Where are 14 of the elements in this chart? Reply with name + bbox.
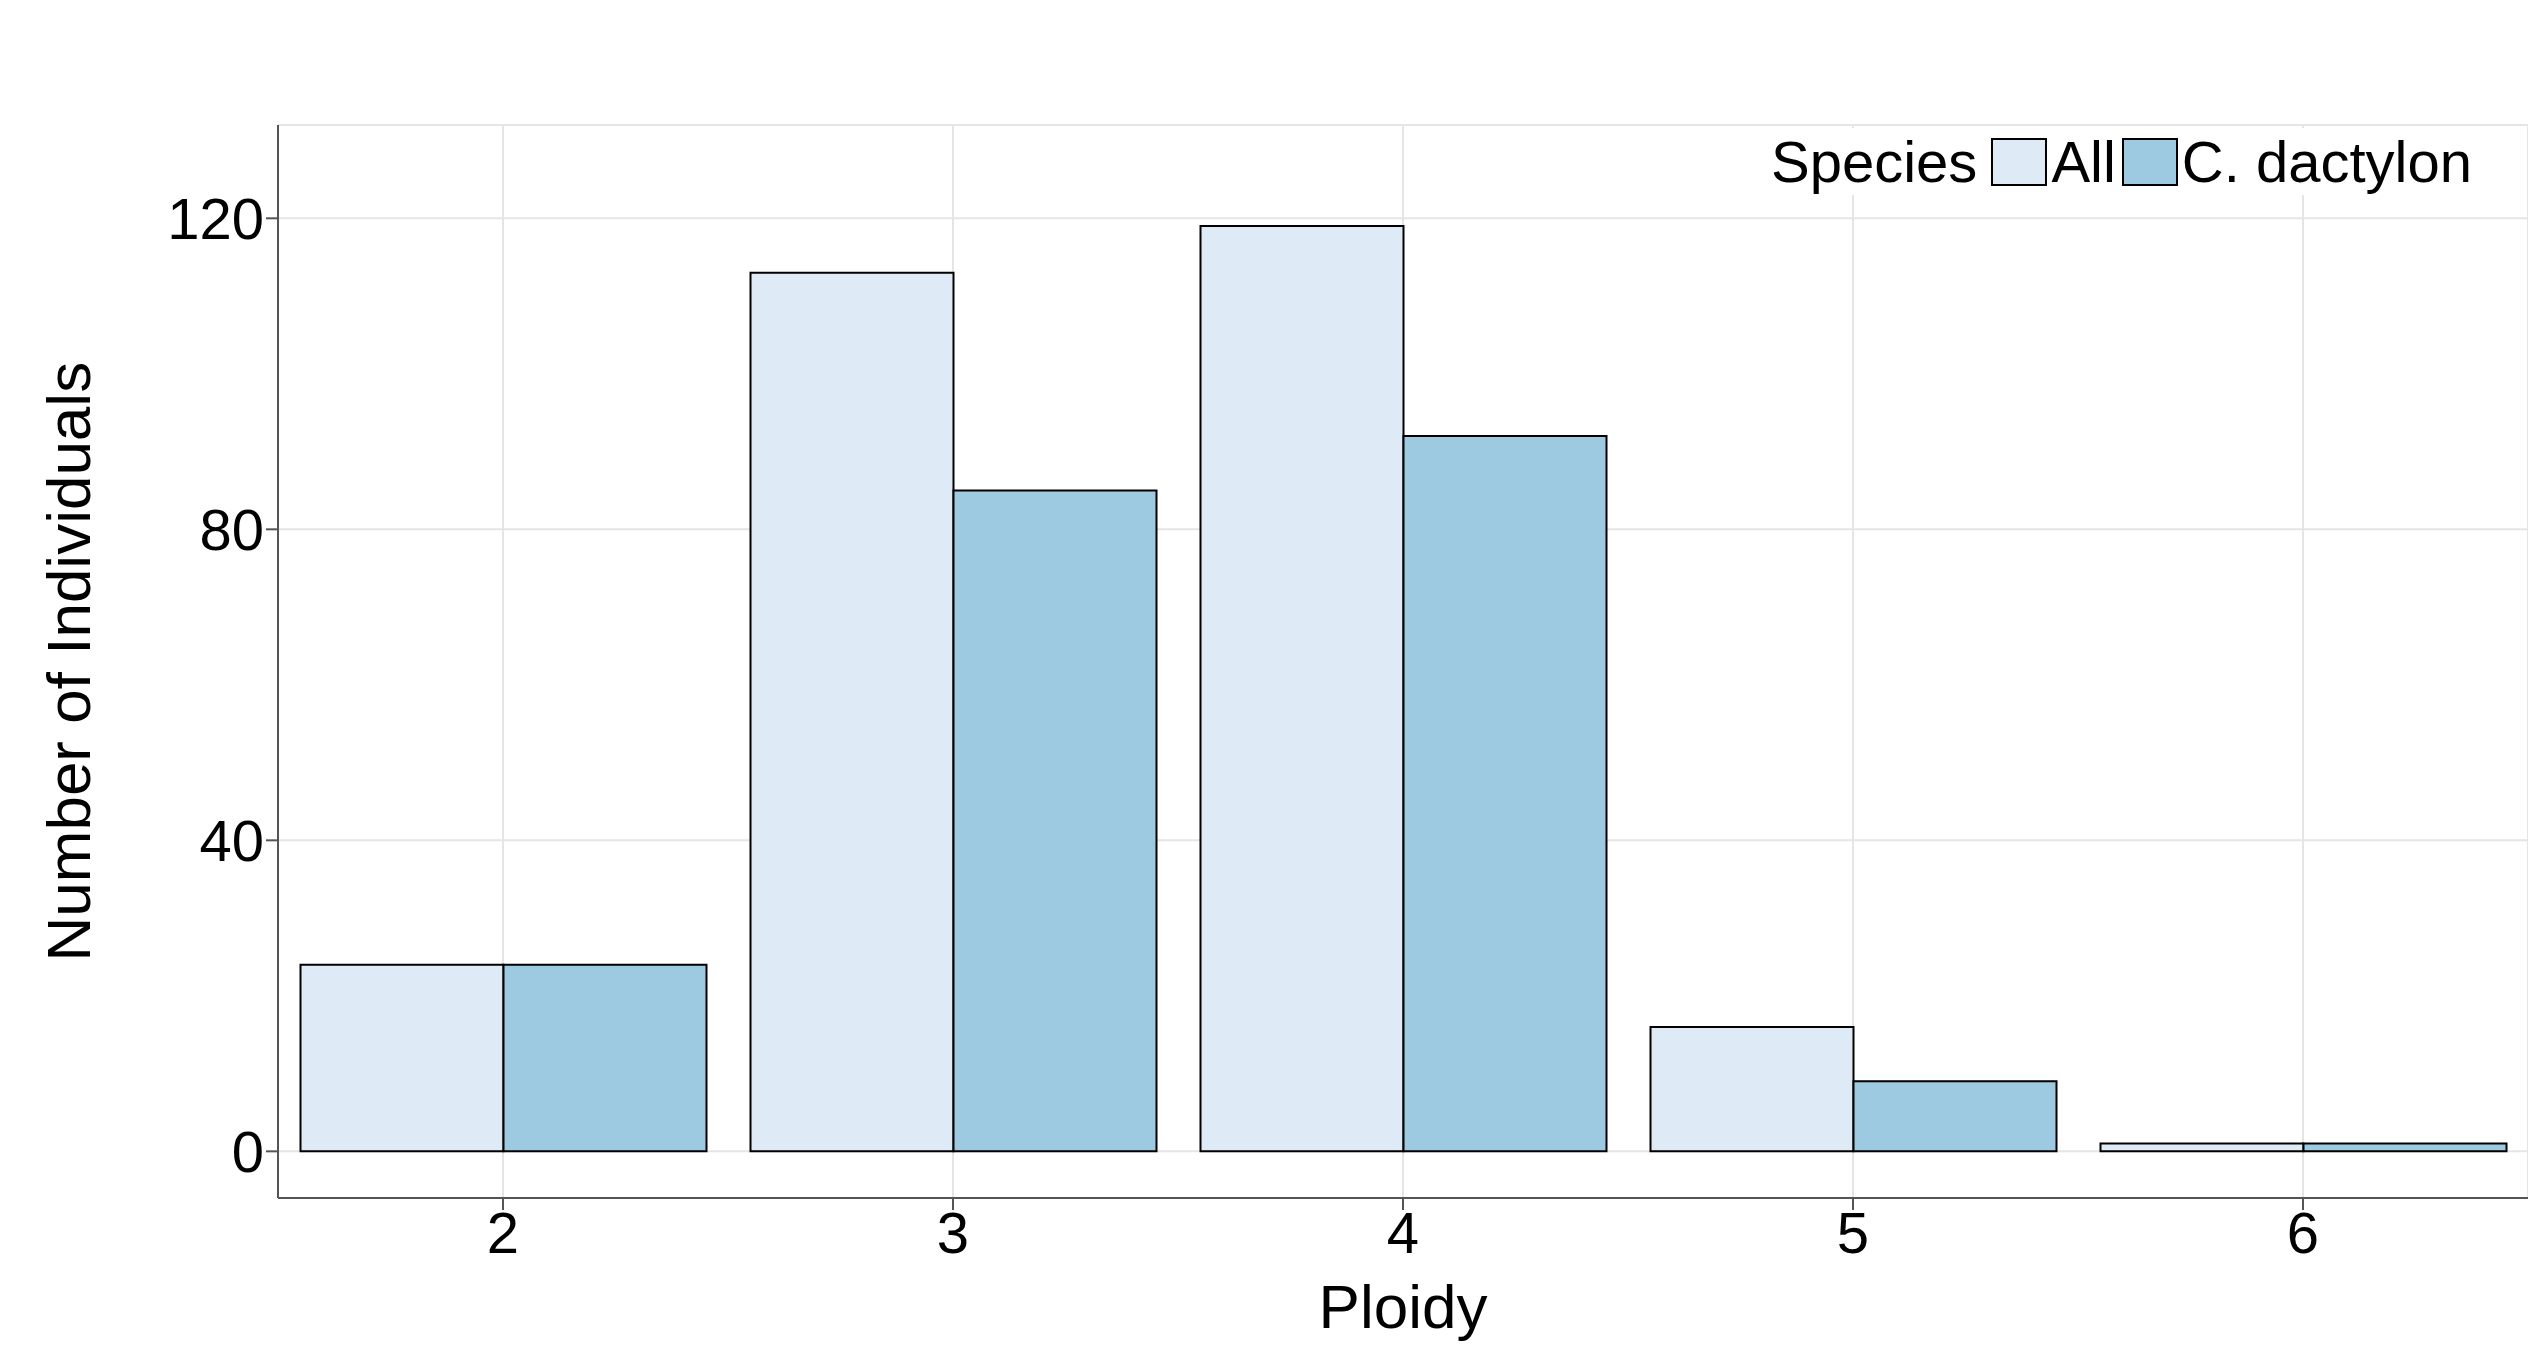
x-axis-title: Ploidy [1318, 1272, 1488, 1341]
y-tick-label: 40 [199, 807, 264, 873]
legend-label: C. dactylon [2181, 128, 2472, 195]
y-tick-label: 0 [231, 1118, 264, 1184]
y-tick-label: 80 [199, 496, 264, 562]
y-axis-title: Number of Individuals [34, 361, 104, 962]
x-tick-label: 4 [1386, 1200, 1420, 1266]
legend-title: Species [1771, 128, 1978, 195]
x-tick-label: 5 [1836, 1200, 1870, 1266]
x-tick-label: 3 [936, 1200, 970, 1266]
x-tick-label: 2 [486, 1200, 520, 1266]
x-tick-label: 6 [2286, 1200, 2320, 1266]
legend-label: All [2051, 128, 2116, 195]
y-tick-label: 120 [167, 185, 264, 251]
